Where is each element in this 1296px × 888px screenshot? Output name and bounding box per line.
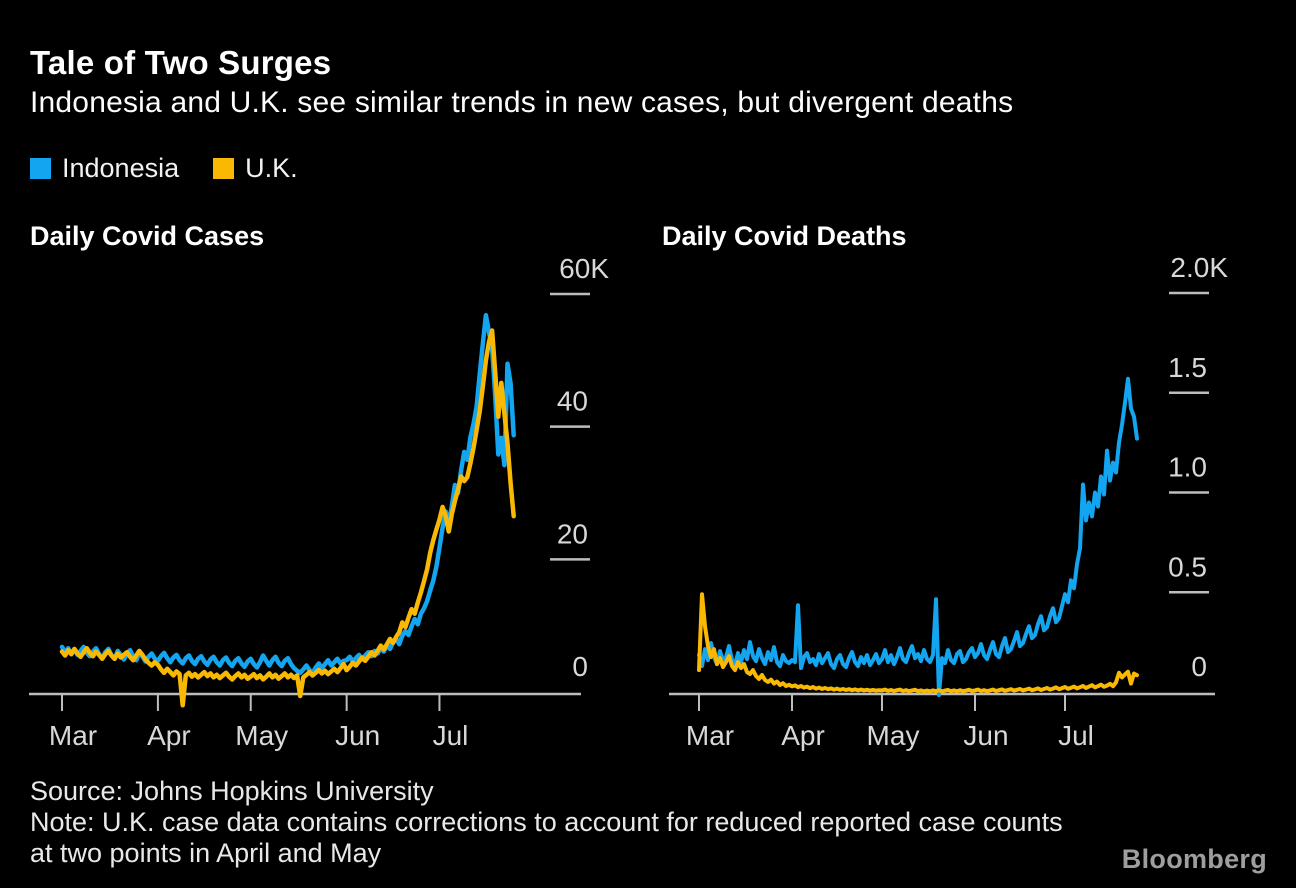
- x-axis-label: Jul: [1058, 720, 1094, 751]
- legend-item-indonesia: Indonesia: [30, 153, 179, 184]
- x-axis-label: May: [235, 720, 288, 751]
- note-text: Note: U.K. case data contains correction…: [30, 807, 1063, 868]
- deaths-chart-panel: Daily Covid Deaths Mar Apr May Jun Jul 0 0.5 1.…: [632, 213, 1296, 773]
- x-axis-label: Jul: [433, 720, 469, 751]
- source-text: Source: Johns Hopkins University: [30, 776, 434, 806]
- x-axis-label: May: [867, 720, 920, 751]
- y-axis-label: 2.0K: [1170, 252, 1228, 283]
- x-axis-label: Mar: [49, 720, 97, 751]
- legend-label-indonesia: Indonesia: [62, 153, 180, 183]
- y-axis-label: 40: [557, 386, 588, 417]
- y-axis-label: 1.0: [1168, 452, 1207, 483]
- cases-chart-panel: Daily Covid Cases Mar Apr May Jun Jul 0 20 40 60…: [0, 213, 664, 773]
- indonesia-series-line: [59, 312, 516, 676]
- y-axis-label: 0: [572, 651, 588, 682]
- y-axis-label: 0: [1191, 651, 1207, 682]
- uk-series-line: [697, 592, 1139, 694]
- x-axis-label: Apr: [147, 720, 191, 751]
- indonesia-swatch-icon: [30, 158, 51, 179]
- cases-chart-title: Daily Covid Cases: [30, 221, 265, 251]
- uk-series-line: [59, 328, 516, 708]
- y-axis-label: 60K: [559, 253, 609, 284]
- footer: Source: Johns Hopkins University Note: U…: [30, 776, 1070, 869]
- page-subtitle: Indonesia and U.K. see similar trends in…: [30, 86, 1014, 119]
- x-axis-label: Mar: [686, 720, 734, 751]
- deaths-chart: Mar Apr May Jun Jul 0 0.5 1.0 1.5 2.0K: [669, 252, 1228, 751]
- page-title: Tale of Two Surges: [30, 44, 332, 81]
- y-axis-label: 20: [557, 518, 588, 549]
- x-axis-label: Jun: [335, 720, 380, 751]
- x-axis-label: Apr: [781, 720, 825, 751]
- y-axis-label: 1.5: [1168, 352, 1207, 383]
- deaths-chart-title: Daily Covid Deaths: [662, 221, 907, 251]
- legend-label-uk: U.K.: [245, 153, 298, 183]
- indonesia-series-line: [697, 376, 1139, 697]
- bloomberg-logo: Bloomberg: [1121, 844, 1267, 874]
- uk-swatch-icon: [213, 158, 235, 179]
- y-axis-label: 0.5: [1168, 551, 1207, 582]
- x-axis-label: Jun: [963, 720, 1008, 751]
- legend: Indonesia U.K.: [30, 153, 332, 184]
- legend-item-uk: U.K.: [213, 153, 298, 184]
- cases-chart: Mar Apr May Jun Jul 0 20 40 60K: [29, 253, 609, 751]
